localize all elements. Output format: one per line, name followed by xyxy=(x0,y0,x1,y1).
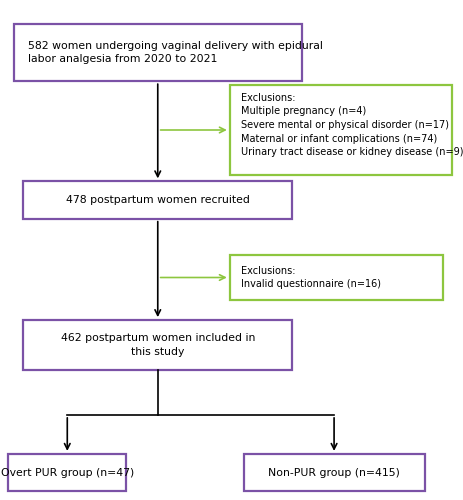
Text: Overt PUR group (n=47): Overt PUR group (n=47) xyxy=(0,468,134,477)
Text: 582 women undergoing vaginal delivery with epidural
labor analgesia from 2020 to: 582 women undergoing vaginal delivery wi… xyxy=(28,40,322,64)
Bar xyxy=(23,320,292,370)
Text: 462 postpartum women included in
this study: 462 postpartum women included in this st… xyxy=(61,333,254,357)
Text: Non-PUR group (n=415): Non-PUR group (n=415) xyxy=(268,468,399,477)
Bar xyxy=(229,85,451,175)
Bar xyxy=(229,255,442,300)
Text: Exclusions:
Multiple pregnancy (n=4)
Severe mental or physical disorder (n=17)
M: Exclusions: Multiple pregnancy (n=4) Sev… xyxy=(241,93,463,157)
Text: Exclusions:
Invalid questionnaire (n=16): Exclusions: Invalid questionnaire (n=16) xyxy=(241,266,381,289)
Bar xyxy=(243,454,424,491)
Bar xyxy=(23,181,292,219)
Bar xyxy=(14,24,301,81)
Bar xyxy=(8,454,126,491)
Text: 478 postpartum women recruited: 478 postpartum women recruited xyxy=(66,195,249,205)
